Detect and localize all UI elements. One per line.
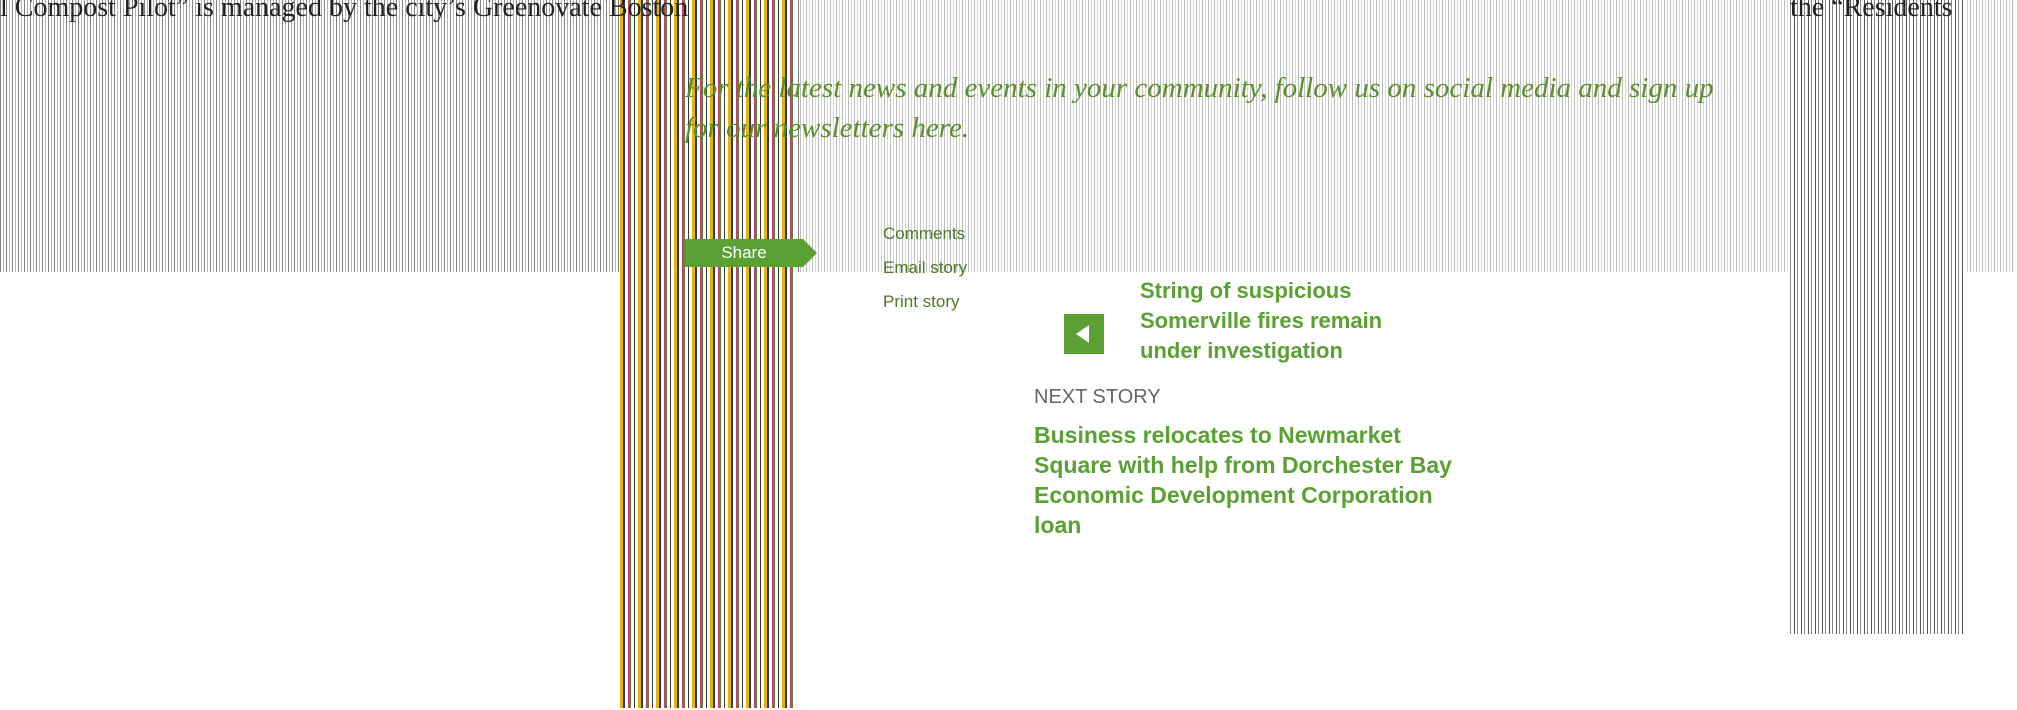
previous-arrow[interactable]: [1064, 314, 1104, 354]
next-story-label: NEXT STORY: [1034, 386, 1161, 409]
follow-note[interactable]: For the latest news and events in your c…: [685, 68, 1735, 148]
comments-link[interactable]: Comments: [883, 224, 965, 244]
intro-text: l Compost Pilot” is managed by the city’…: [0, 0, 688, 24]
page: {"article": {"intro_fragment": "l Compos…: [0, 0, 2017, 710]
intro-text: the “Residents: [1790, 0, 1953, 24]
print-link[interactable]: Print story: [883, 292, 960, 312]
glitch-column: [1790, 0, 1965, 634]
next-story-link[interactable]: Business relocates to Newmarket Square w…: [1034, 420, 1454, 540]
email-link[interactable]: Email story: [883, 258, 967, 278]
previous-story-link[interactable]: String of suspicious Somerville fires re…: [1140, 276, 1440, 366]
share-button[interactable]: Share: [685, 239, 803, 267]
